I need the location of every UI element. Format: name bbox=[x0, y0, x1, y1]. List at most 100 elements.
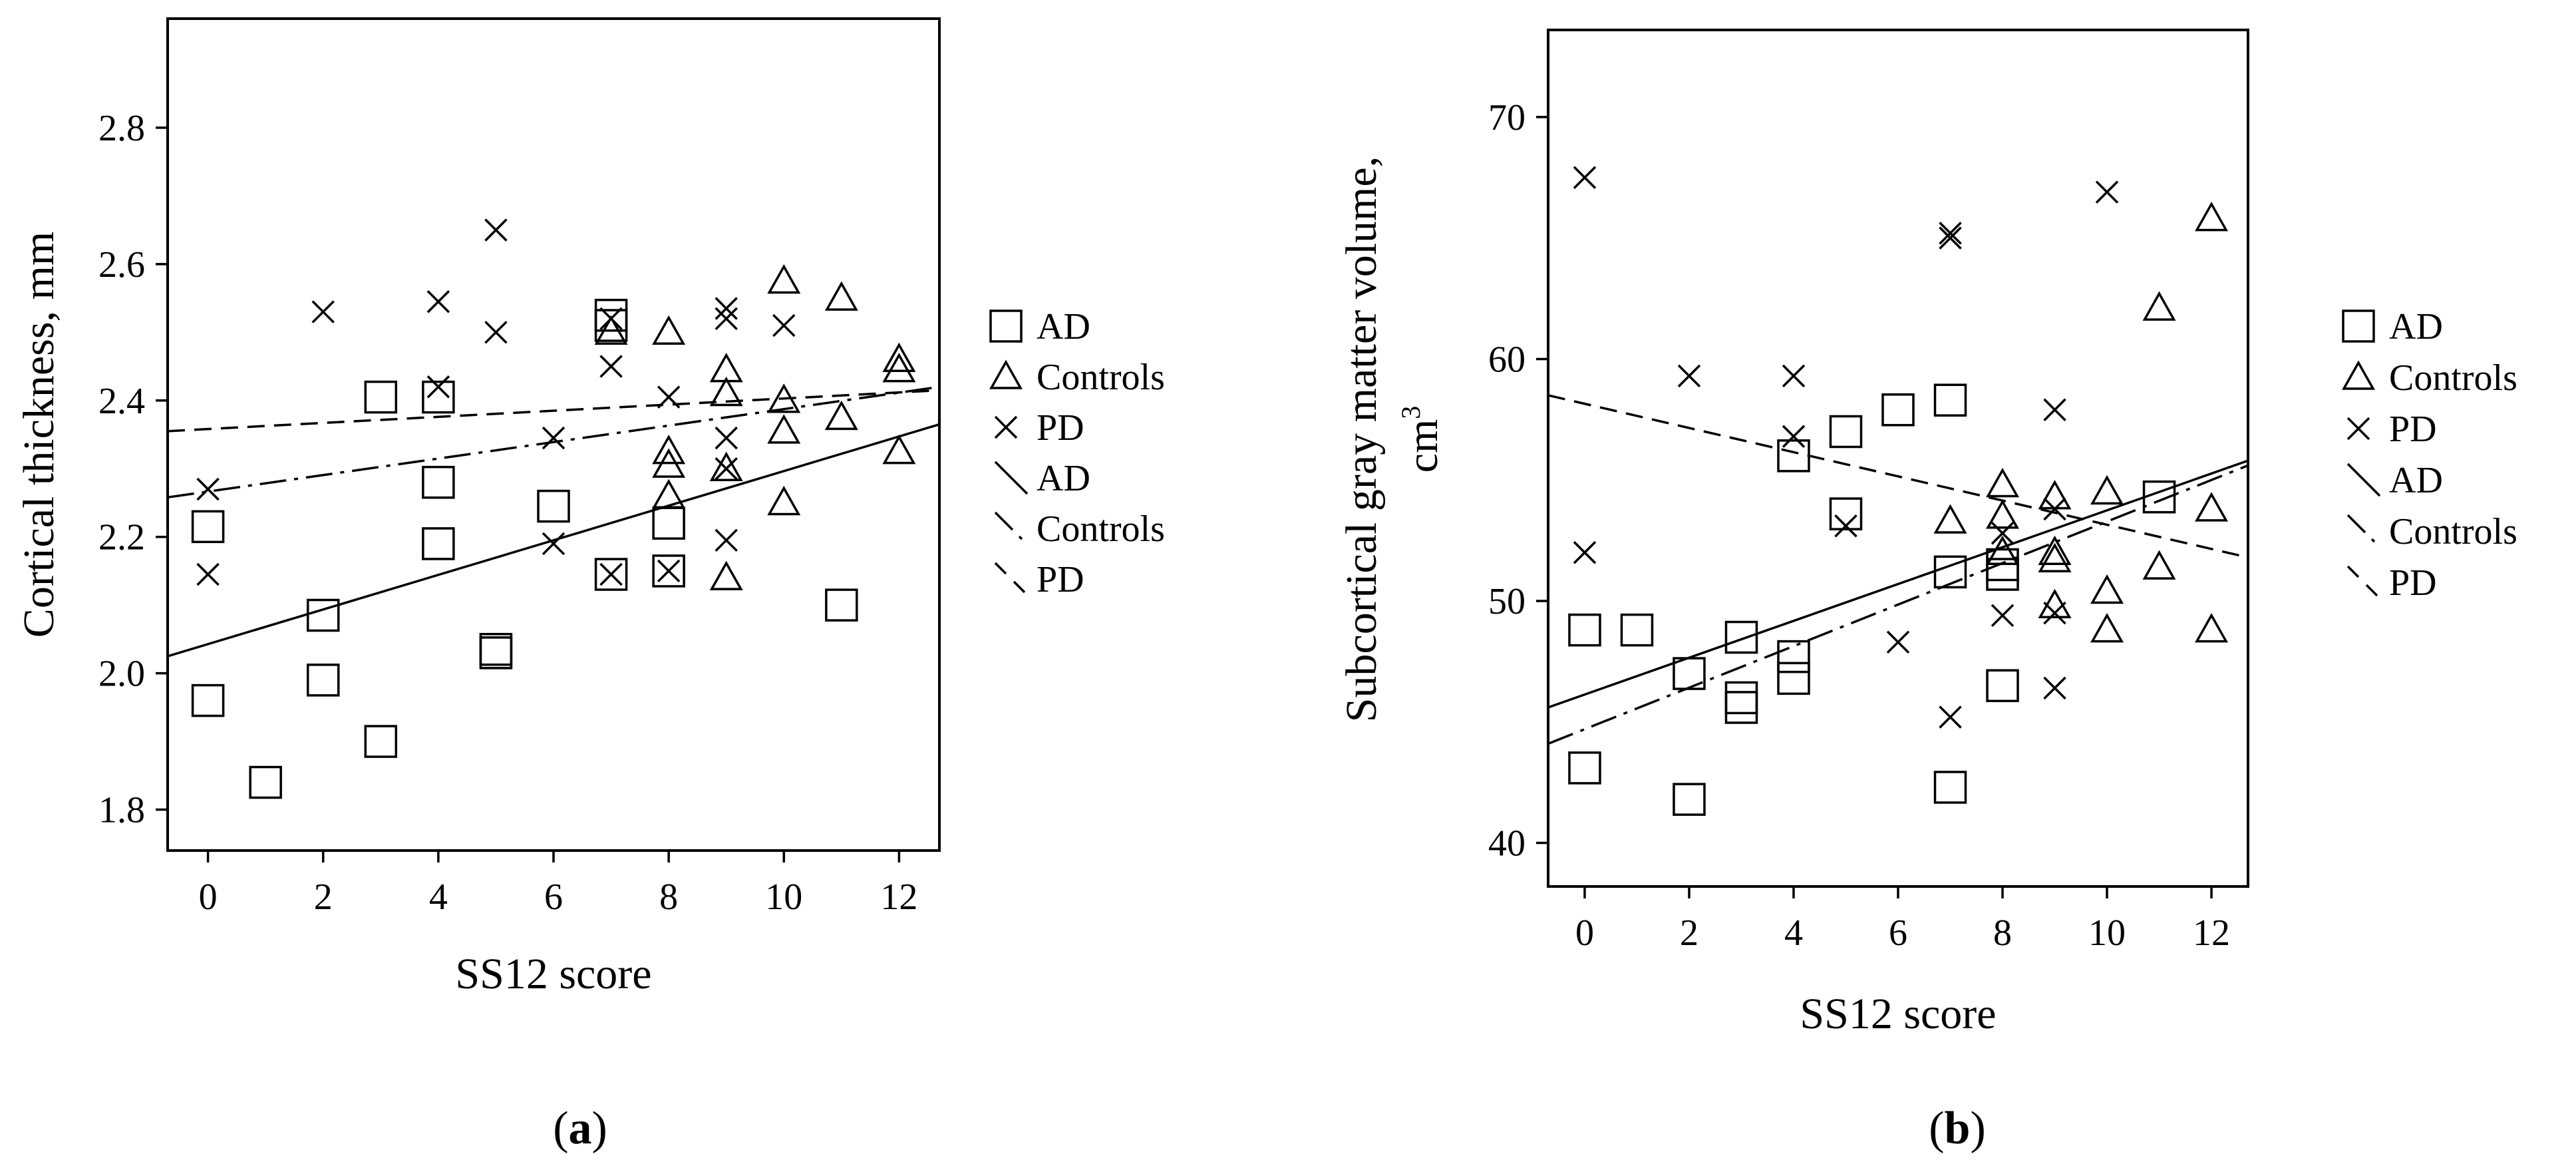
legend-label-controls: Controls bbox=[2389, 357, 2517, 399]
point-ad bbox=[1777, 640, 1810, 674]
point-pd bbox=[2043, 497, 2066, 521]
point-controls bbox=[2195, 202, 2229, 232]
legend-label-ad: AD bbox=[2389, 306, 2443, 347]
fit-line-pd bbox=[168, 389, 939, 433]
point-controls bbox=[2142, 550, 2176, 580]
point-controls bbox=[709, 376, 743, 407]
point-ad bbox=[249, 765, 282, 799]
fit-line-controls bbox=[168, 385, 939, 498]
point-controls bbox=[652, 479, 686, 508]
point-controls bbox=[767, 414, 801, 444]
point-pd bbox=[1939, 226, 1962, 250]
chart-panel-b: 0 2 4 6 8 10 12 40 50 60 70 SS12 score Subcortical… bbox=[1337, 29, 2517, 1154]
point-controls bbox=[652, 315, 686, 345]
y-tick-label: 1.8 bbox=[98, 790, 145, 831]
legend-label-controls: Controls bbox=[1037, 357, 1165, 398]
panel-a-x-axis-label: SS12 score bbox=[455, 950, 651, 998]
point-pd bbox=[1886, 630, 1910, 654]
point-ad bbox=[1829, 415, 1863, 449]
x-tick-label: 8 bbox=[659, 876, 678, 918]
y-tick-label: 2.2 bbox=[98, 517, 145, 558]
point-ad bbox=[1724, 691, 1758, 724]
point-pd bbox=[715, 457, 738, 481]
point-pd bbox=[1939, 705, 1962, 729]
point-ad bbox=[191, 683, 225, 717]
legend-line-controls bbox=[994, 511, 1023, 540]
point-pd bbox=[311, 300, 335, 323]
legend-line-pd bbox=[994, 562, 1026, 594]
point-ad bbox=[594, 558, 628, 591]
x-tick-label: 8 bbox=[1993, 912, 2012, 954]
panel-b-y-axis-label-unit: cm3 bbox=[1396, 406, 1447, 473]
panel-b-caption: (b) bbox=[1929, 1103, 1986, 1154]
point-pd bbox=[196, 562, 220, 586]
point-ad bbox=[422, 380, 455, 414]
point-pd bbox=[2095, 180, 2119, 204]
point-pd bbox=[1573, 166, 1597, 190]
point-ad bbox=[479, 636, 513, 670]
point-pd bbox=[1991, 604, 2014, 628]
point-controls bbox=[767, 383, 801, 413]
legend-label-pd: PD bbox=[2389, 409, 2437, 450]
point-ad bbox=[422, 527, 455, 560]
legend-label-ad: AD bbox=[1037, 306, 1090, 347]
y-tick-label: 70 bbox=[1488, 97, 1526, 138]
point-ad bbox=[1673, 783, 1706, 816]
point-pd bbox=[426, 290, 450, 313]
legend-line-ad bbox=[994, 461, 1029, 495]
point-ad bbox=[1829, 497, 1863, 530]
point-pd bbox=[772, 313, 796, 337]
point-ad bbox=[364, 725, 398, 758]
point-pd bbox=[1834, 514, 1857, 538]
point-ad bbox=[1673, 657, 1706, 690]
point-pd bbox=[1782, 364, 1806, 388]
point-ad bbox=[2142, 480, 2176, 514]
point-pd bbox=[426, 375, 450, 399]
fit-line-controls bbox=[1548, 464, 2248, 745]
point-ad bbox=[1777, 439, 1810, 473]
point-pd bbox=[599, 355, 623, 378]
point-pd bbox=[715, 426, 738, 450]
point-ad bbox=[652, 554, 685, 588]
point-controls bbox=[2090, 574, 2124, 604]
legend-marker-ad bbox=[2342, 309, 2375, 343]
panel-b-ticks: 0 2 4 6 8 10 12 40 50 60 70 bbox=[1488, 97, 2230, 954]
point-ad bbox=[1620, 613, 1654, 647]
point-ad bbox=[1881, 393, 1915, 427]
point-controls bbox=[2195, 492, 2229, 522]
x-tick-label: 10 bbox=[2088, 912, 2126, 954]
point-pd bbox=[1677, 364, 1701, 388]
point-pd bbox=[1939, 222, 1962, 245]
legend-label-line-ad: AD bbox=[1037, 458, 1090, 499]
y-tick-label: 2.6 bbox=[98, 244, 145, 286]
point-pd bbox=[542, 532, 565, 556]
point-ad bbox=[1986, 669, 2019, 702]
point-ad bbox=[191, 510, 225, 544]
point-controls bbox=[594, 315, 628, 345]
panel-a-y-axis-label: Cortical thickness, mm bbox=[15, 232, 63, 638]
point-pd bbox=[657, 385, 681, 409]
point-ad bbox=[825, 588, 858, 622]
point-controls bbox=[1933, 504, 1967, 534]
legend-marker-controls bbox=[989, 359, 1023, 389]
point-ad bbox=[1568, 613, 1601, 647]
point-controls bbox=[1986, 535, 2020, 566]
point-controls bbox=[709, 560, 743, 590]
x-tick-label: 0 bbox=[1575, 912, 1594, 954]
point-pd bbox=[1782, 425, 1806, 449]
point-controls bbox=[882, 353, 916, 383]
x-tick-label: 2 bbox=[1680, 912, 1698, 954]
y-tick-label: 40 bbox=[1488, 823, 1526, 865]
point-controls bbox=[2038, 535, 2072, 566]
point-controls bbox=[767, 485, 801, 516]
point-pd bbox=[715, 307, 738, 331]
y-tick-label: 60 bbox=[1488, 339, 1526, 380]
point-controls bbox=[767, 264, 801, 294]
point-controls bbox=[824, 281, 858, 311]
point-pd bbox=[484, 321, 508, 344]
point-controls bbox=[709, 451, 743, 481]
x-tick-label: 2 bbox=[314, 876, 333, 918]
point-controls bbox=[2090, 475, 2124, 505]
point-ad bbox=[537, 489, 570, 523]
point-ad bbox=[1568, 751, 1601, 785]
